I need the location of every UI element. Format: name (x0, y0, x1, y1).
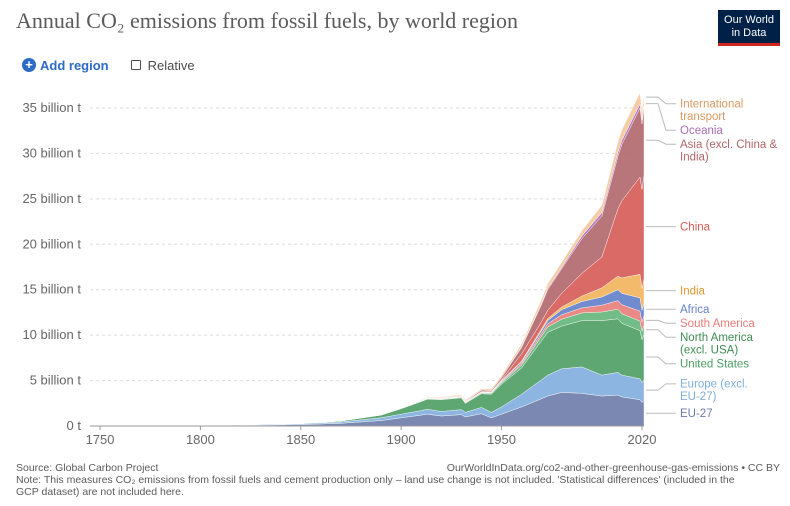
relative-toggle[interactable]: Relative (130, 57, 195, 73)
label-connector-south-america (646, 319, 676, 324)
label-connector-europe-excl-eu-27 (646, 383, 676, 391)
series-label-india: India (680, 285, 706, 297)
series-label-international-transport: International (680, 99, 743, 111)
logo-accent-bar (718, 43, 780, 46)
logo-line-1: Our World (724, 14, 774, 26)
label-connector-united-states (646, 356, 676, 365)
y-tick-label: 5 billion t (30, 373, 82, 388)
chart-controls: + Add region Relative (22, 57, 195, 73)
label-connector-international-transport (646, 96, 676, 105)
add-region-label: Add region (40, 57, 109, 73)
chart-url[interactable]: OurWorldInData.org/co2-and-other-greenho… (446, 462, 780, 474)
series-label-asia-excl-china-india: Asia (excl. China & (680, 139, 777, 151)
source-text: Source: Global Carbon Project (16, 462, 159, 474)
area-international-transport (99, 91, 645, 427)
x-tick-label: 1950 (487, 432, 516, 447)
add-region-button[interactable]: + Add region (22, 58, 109, 73)
series-label-china: China (680, 221, 711, 233)
note-text: Note: This measures CO₂ emissions from f… (16, 474, 735, 498)
series-label-north-america-excl-usa: North America (680, 332, 753, 344)
series-label-asia-excl-china-india: India) (680, 152, 709, 164)
label-connector-oceania (646, 103, 676, 131)
x-tick-label: 1800 (186, 432, 215, 447)
y-tick-label: 25 billion t (22, 191, 81, 206)
label-connector-north-america-excl-usa (646, 329, 676, 338)
area-series (99, 91, 645, 427)
gridlines (90, 107, 644, 382)
y-tick-label: 15 billion t (22, 282, 81, 297)
y-tick-label: 10 billion t (22, 327, 81, 342)
chart-title: Annual CO₂ emissions from fossil fuels, … (16, 8, 519, 33)
axes: 0 t 5 billion t 10 billion t 15 billion t 20… (22, 100, 656, 447)
series-label-united-states: United States (680, 358, 749, 370)
series-label-eu-27: EU-27 (680, 408, 713, 420)
relative-checkbox[interactable] (130, 60, 141, 70)
chart-footer: Source: Global Carbon Project Note: This… (16, 462, 776, 498)
series-label-south-america: South America (680, 318, 755, 330)
plus-icon: + (22, 58, 36, 72)
y-tick-label: 20 billion t (22, 236, 81, 251)
y-tick-label: 30 billion t (22, 145, 81, 160)
owid-logo[interactable]: Our World in Data (718, 10, 780, 46)
series-label-international-transport: transport (680, 111, 726, 123)
y-tick-label: 35 billion t (22, 100, 81, 115)
x-tick-label: 1850 (286, 432, 315, 447)
series-label-europe-excl-eu-27: Europe (excl. (680, 379, 748, 391)
series-label-africa: Africa (680, 304, 710, 316)
x-tick-label: 1900 (387, 432, 416, 447)
x-tick-label: 2020 (628, 432, 657, 447)
x-tick-label: 1750 (86, 432, 115, 447)
series-label-europe-excl-eu-27: EU-27) (680, 391, 717, 403)
relative-label: Relative (147, 57, 195, 73)
series-label-oceania: Oceania (680, 125, 723, 137)
y-tick-label: 0 t (67, 418, 82, 433)
series-label-north-america-excl-usa: (excl. USA) (680, 344, 738, 356)
logo-line-2: in Data (731, 27, 767, 39)
label-connector-asia-excl-china-india (646, 139, 676, 145)
